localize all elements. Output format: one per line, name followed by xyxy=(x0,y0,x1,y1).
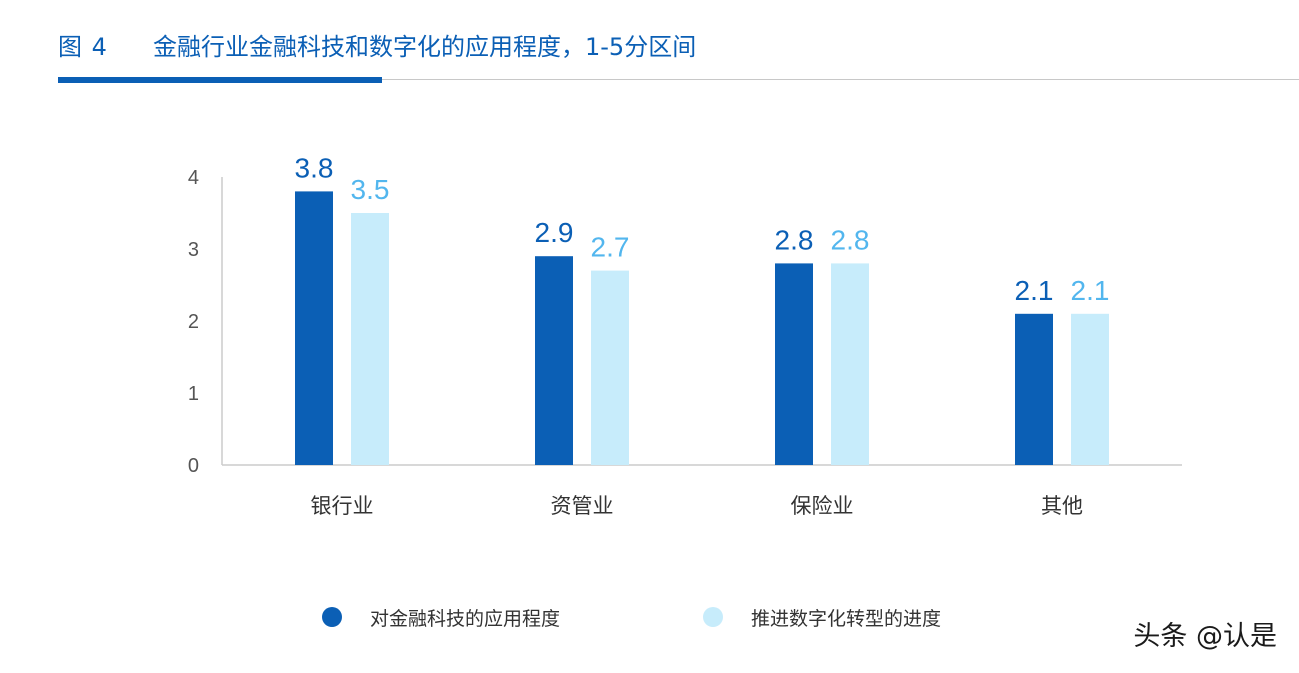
bar-series-2 xyxy=(591,270,629,465)
x-tick-label: 银行业 xyxy=(311,494,374,518)
bar-series-2 xyxy=(1071,313,1109,465)
data-label: 2.9 xyxy=(535,217,574,248)
y-tick-label: 1 xyxy=(188,383,199,405)
data-label: 2.1 xyxy=(1071,275,1110,306)
x-tick-label: 保险业 xyxy=(791,494,854,518)
bar-series-1 xyxy=(775,263,813,465)
figure-title: 金融行业金融科技和数字化的应用程度，1-5分区间 xyxy=(153,32,697,61)
legend-label-series-2: 推进数字化转型的进度 xyxy=(751,607,942,630)
header-rule xyxy=(58,79,1299,80)
y-tick-label: 3 xyxy=(188,239,199,261)
legend: 对金融科技的应用程度 推进数字化转型的进度 xyxy=(0,600,1299,634)
data-label: 2.1 xyxy=(1015,275,1054,306)
bar-series-1 xyxy=(295,191,333,465)
legend-swatch-series-1 xyxy=(322,607,342,627)
legend-item-series-1: 对金融科技的应用程度 xyxy=(322,600,560,634)
data-label: 2.8 xyxy=(775,224,814,255)
y-tick-label: 4 xyxy=(188,167,199,189)
x-tick-label: 其他 xyxy=(1041,494,1083,518)
figure-number: 图 4 xyxy=(58,32,108,61)
data-label: 2.8 xyxy=(831,224,870,255)
bar-series-1 xyxy=(535,256,573,465)
y-tick-label: 0 xyxy=(188,455,199,477)
watermark: 头条 @认是 xyxy=(1133,621,1277,652)
bar-series-1 xyxy=(1015,313,1053,465)
bar-series-2 xyxy=(351,213,389,465)
data-label: 3.5 xyxy=(351,174,390,205)
x-tick-label: 资管业 xyxy=(551,494,614,518)
header-accent-bar xyxy=(58,77,382,83)
legend-item-series-2: 推进数字化转型的进度 xyxy=(703,600,941,634)
bar-series-2 xyxy=(831,263,869,465)
figure-header: 图 4 金融行业金融科技和数字化的应用程度，1-5分区间 xyxy=(58,24,696,64)
data-label: 2.7 xyxy=(591,232,630,263)
data-label: 3.8 xyxy=(295,152,334,183)
legend-swatch-series-2 xyxy=(703,607,723,627)
y-tick-label: 2 xyxy=(188,311,199,333)
legend-label-series-1: 对金融科技的应用程度 xyxy=(370,607,561,630)
